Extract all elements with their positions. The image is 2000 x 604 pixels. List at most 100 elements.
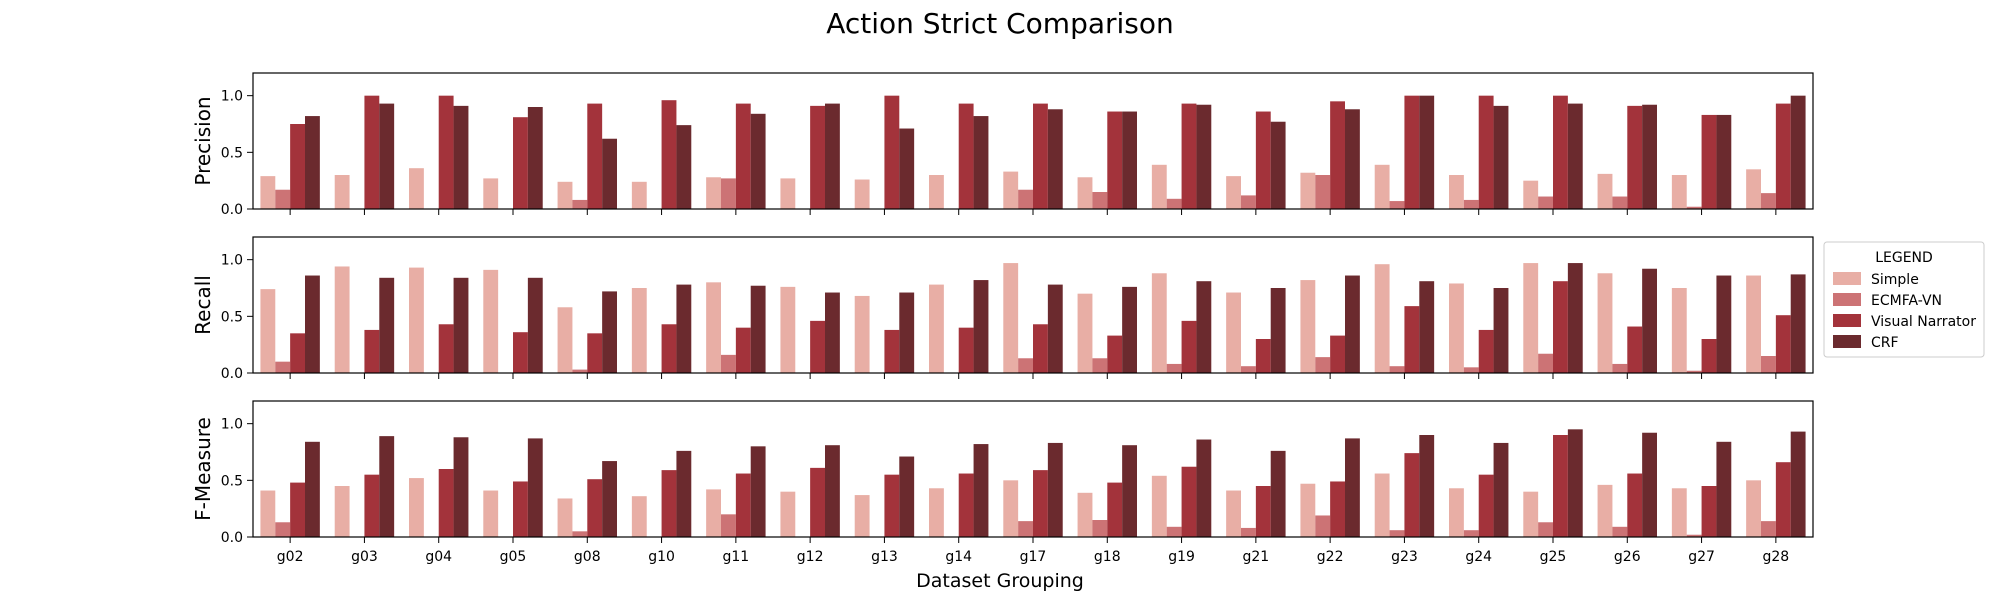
bar xyxy=(1374,164,1390,209)
bar xyxy=(1761,521,1776,537)
bar xyxy=(825,445,840,537)
bar xyxy=(1255,339,1271,373)
y-axis-label: F-Measure xyxy=(191,417,215,521)
bar xyxy=(721,354,736,373)
bar xyxy=(1404,453,1420,537)
bar xyxy=(1166,363,1182,373)
bar xyxy=(290,124,305,209)
bar xyxy=(1790,95,1806,209)
bar xyxy=(1151,164,1167,209)
bar xyxy=(884,329,900,373)
legend-entry: Visual Narrator xyxy=(1871,314,1976,330)
bar xyxy=(572,199,588,209)
legend-entry: ECMFA-VN xyxy=(1871,293,1942,309)
y-axis-label: Precision xyxy=(191,96,215,185)
bar xyxy=(750,285,766,373)
bar xyxy=(1092,520,1108,537)
bar xyxy=(557,181,573,209)
x-tick-label: g24 xyxy=(1465,549,1492,565)
x-tick-label: g13 xyxy=(871,549,898,565)
legend-entry: CRF xyxy=(1871,335,1899,351)
bar xyxy=(1523,491,1539,537)
bar xyxy=(364,329,380,373)
bar xyxy=(1255,486,1271,537)
bar xyxy=(1597,484,1613,537)
bar xyxy=(1553,281,1568,373)
bar xyxy=(661,324,677,373)
bar xyxy=(1018,189,1033,209)
bar xyxy=(1270,288,1286,373)
x-tick-label: g05 xyxy=(500,549,527,565)
y-tick-label: 0.5 xyxy=(221,309,243,325)
bar xyxy=(483,490,499,537)
bar xyxy=(1746,275,1761,373)
bar xyxy=(854,495,870,537)
bar xyxy=(1226,490,1241,537)
legend-swatch xyxy=(1833,335,1861,348)
bar xyxy=(334,175,350,209)
x-tick-label: g19 xyxy=(1168,549,1195,565)
bar xyxy=(1493,288,1509,373)
bar xyxy=(1478,329,1494,373)
bar xyxy=(854,295,870,373)
bar xyxy=(929,488,944,537)
bar xyxy=(1642,268,1657,373)
bar xyxy=(1003,171,1019,209)
bar xyxy=(899,456,915,537)
bar xyxy=(676,125,692,209)
bar xyxy=(1463,367,1479,373)
bar xyxy=(1642,104,1657,209)
bar xyxy=(513,332,528,373)
bar xyxy=(1241,195,1256,209)
bar xyxy=(661,470,677,537)
bar xyxy=(1612,526,1628,537)
bar xyxy=(275,522,291,537)
bar xyxy=(810,320,825,373)
bar xyxy=(438,95,454,209)
bar xyxy=(1701,114,1717,209)
bar xyxy=(721,514,736,537)
bar xyxy=(1701,339,1717,373)
bar xyxy=(1241,366,1256,373)
bar xyxy=(1166,198,1182,209)
bar xyxy=(1047,442,1063,537)
bar xyxy=(513,481,528,537)
bar xyxy=(884,474,900,537)
bar xyxy=(973,444,989,537)
bar xyxy=(260,490,276,537)
bar xyxy=(1122,445,1137,537)
subplots: 0.0 0.5 1.0 Precision 0.0 0.5 1.0 Recall 0.0 0.5 1… xyxy=(191,72,1814,565)
bar xyxy=(1523,263,1539,373)
bar xyxy=(1315,175,1331,209)
bar xyxy=(1449,488,1464,537)
bar xyxy=(587,103,603,209)
bar xyxy=(1255,111,1271,209)
bar xyxy=(1241,527,1256,537)
bar xyxy=(602,291,617,373)
x-tick-label: g27 xyxy=(1688,549,1715,565)
bar xyxy=(1033,324,1048,373)
y-tick-label: 1.0 xyxy=(221,89,243,105)
bar xyxy=(1330,335,1345,373)
bar xyxy=(527,438,543,537)
bar xyxy=(1047,109,1063,209)
bar xyxy=(572,369,588,373)
y-axis-label: Recall xyxy=(191,275,215,335)
bar xyxy=(1196,281,1212,373)
bar xyxy=(1567,263,1583,373)
bar xyxy=(1538,196,1553,209)
bar xyxy=(706,177,721,209)
bar xyxy=(1196,439,1212,537)
legend-entry: Simple xyxy=(1871,272,1919,288)
bar xyxy=(1597,173,1613,209)
bar xyxy=(1686,370,1702,373)
x-tick-label: g25 xyxy=(1540,549,1567,565)
bar xyxy=(438,469,454,537)
bar xyxy=(929,284,944,373)
bar xyxy=(1122,286,1137,373)
bar xyxy=(438,324,454,373)
bar xyxy=(1077,492,1093,537)
chart-title: Action Strict Comparison xyxy=(826,7,1174,40)
x-tick-label: g03 xyxy=(351,549,378,565)
